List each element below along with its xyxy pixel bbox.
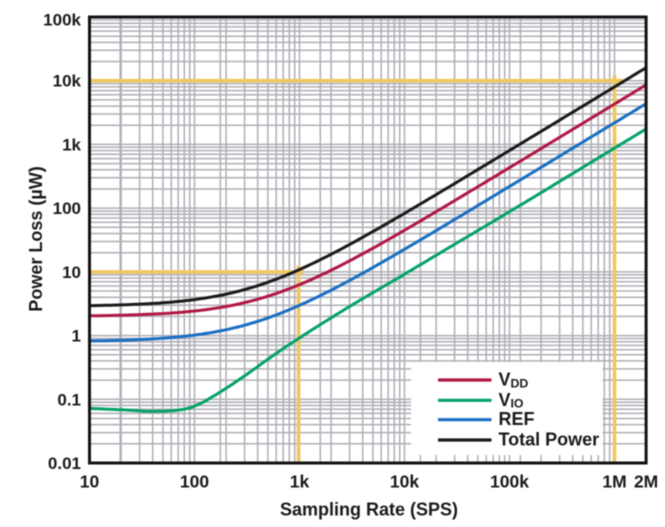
svg-text:1k: 1k <box>62 135 81 154</box>
svg-text:2M: 2M <box>634 472 658 492</box>
svg-text:Power Loss (µW): Power Loss (µW) <box>26 166 46 311</box>
svg-text:Total Power: Total Power <box>499 430 600 450</box>
svg-text:100k: 100k <box>43 11 81 30</box>
svg-text:1k: 1k <box>290 472 310 492</box>
svg-text:0.1: 0.1 <box>57 390 81 409</box>
svg-text:10: 10 <box>62 263 81 282</box>
svg-text:Sampling Rate (SPS): Sampling Rate (SPS) <box>280 500 458 520</box>
svg-text:100: 100 <box>180 472 209 492</box>
svg-text:1M: 1M <box>602 472 626 492</box>
svg-text:REF: REF <box>499 409 535 429</box>
svg-text:1: 1 <box>72 327 81 346</box>
svg-text:0.01: 0.01 <box>48 454 81 473</box>
svg-text:10k: 10k <box>53 72 82 91</box>
svg-text:10k: 10k <box>390 472 419 492</box>
svg-text:100: 100 <box>53 199 81 218</box>
svg-text:100k: 100k <box>490 472 529 492</box>
svg-text:10: 10 <box>80 472 100 492</box>
